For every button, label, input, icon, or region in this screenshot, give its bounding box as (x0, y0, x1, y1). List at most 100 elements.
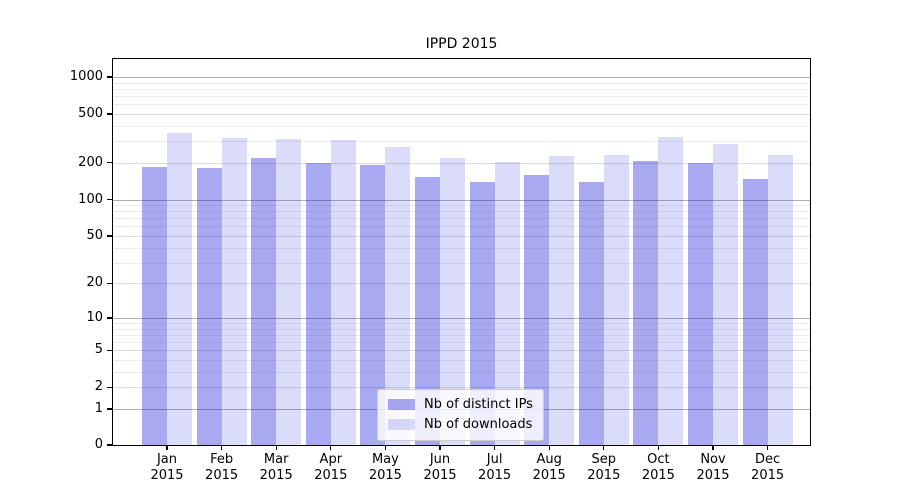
legend-item-distinct-ips: Nb of distinct IPs (388, 397, 533, 412)
x-tick-label: Nov 2015 (685, 452, 741, 484)
y-tick-label: 0 (94, 437, 103, 452)
gridline-mid (113, 387, 810, 389)
x-tick-label: Dec 2015 (740, 452, 796, 484)
x-tick-month: Apr (319, 452, 343, 467)
x-tick-year: 2015 (532, 468, 566, 483)
bar-downloads-mar (276, 139, 302, 445)
legend-label-downloads: Nb of downloads (424, 417, 533, 432)
x-tick-mark (275, 445, 277, 450)
bar-downloads-jan (167, 133, 192, 445)
bar-distinct-ips-mar (251, 158, 277, 445)
gridline-major (113, 317, 810, 319)
gridline-minor (113, 205, 810, 206)
bar-downloads-nov (713, 144, 738, 445)
y-tick-mark (107, 386, 113, 388)
y-tick-mark (107, 317, 113, 319)
y-tick-mark (107, 408, 113, 410)
x-tick-label: Feb 2015 (194, 452, 250, 484)
bar-distinct-ips-dec (742, 179, 768, 445)
gridline-minor (113, 247, 810, 249)
gridline-major (113, 76, 810, 78)
chart-title: IPPD 2015 (425, 36, 498, 52)
x-tick-mark (493, 445, 496, 450)
x-tick-mark (548, 445, 550, 450)
y-tick-mark (107, 444, 113, 446)
grid-layer (113, 59, 810, 445)
plot-area: Nb of distinct IPs Nb of downloads (112, 58, 811, 446)
x-tick-year: 2015 (150, 468, 184, 483)
y-tick-label: 10 (86, 309, 103, 325)
gridline-minor (113, 96, 810, 97)
x-tick-month: May (371, 452, 399, 467)
bar-distinct-ips-jan (142, 166, 167, 445)
x-tick-mark (712, 445, 714, 450)
x-tick-year: 2015 (641, 468, 675, 483)
bar-downloads-feb (221, 138, 247, 445)
bar-layer (113, 59, 810, 445)
gridline-mid (113, 350, 810, 352)
x-tick-mark (166, 445, 168, 450)
gridline-minor (113, 328, 810, 330)
x-tick-mark (603, 445, 605, 450)
gridline-minor (113, 141, 810, 143)
x-tick-label: Aug 2015 (521, 452, 577, 484)
bar-downloads-aug (549, 156, 575, 445)
x-tick-label: Jan 2015 (139, 452, 195, 484)
x-tick-mark (657, 445, 660, 450)
gridline-minor (113, 323, 810, 324)
y-tick-label: 1000 (69, 68, 103, 84)
gridline-mid (113, 162, 810, 164)
gridline-minor (113, 371, 810, 373)
bar-distinct-ips-apr (305, 163, 331, 445)
legend-swatch-downloads (388, 419, 415, 430)
x-tick-month: Sep (591, 452, 617, 467)
y-tick-label: 5 (94, 342, 103, 358)
x-tick-month: Dec (755, 452, 781, 467)
bar-downloads-apr (330, 139, 356, 445)
x-tick-label: May 2015 (357, 452, 413, 484)
y-tick-mark (107, 162, 113, 164)
legend-label-distinct-ips: Nb of distinct IPs (424, 397, 533, 412)
x-tick-month: Feb (210, 452, 234, 467)
x-tick-mark (220, 445, 223, 450)
x-tick-month: Jan (156, 452, 178, 467)
x-tick-label: Apr 2015 (303, 452, 359, 484)
gridline-minor (113, 334, 810, 336)
y-tick-label: 500 (78, 105, 103, 121)
x-tick-mark (330, 445, 332, 450)
x-tick-label: Jun 2015 (412, 452, 468, 484)
y-tick-label: 200 (78, 154, 103, 170)
bar-distinct-ips-sep (578, 182, 604, 445)
y-tick-mark (107, 282, 113, 285)
legend-item-downloads: Nb of downloads (388, 417, 533, 432)
gridline-minor (113, 360, 810, 361)
gridline-minor (113, 226, 810, 228)
bar-distinct-ips-feb (196, 168, 222, 445)
x-tick-year: 2015 (587, 468, 621, 483)
gridline-mid (113, 283, 810, 285)
x-tick-month: Nov (700, 452, 726, 467)
x-tick-month: Jul (486, 452, 503, 467)
gridline-minor (113, 125, 810, 127)
y-tick-mark (107, 349, 113, 351)
bar-downloads-dec (767, 154, 793, 445)
x-tick-label: Sep 2015 (576, 452, 632, 484)
gridline-major (113, 199, 810, 201)
x-tick-year: 2015 (205, 468, 239, 483)
y-tick-label: 100 (78, 191, 103, 207)
y-tick-mark (107, 76, 113, 78)
x-tick-month: Aug (536, 452, 562, 467)
bar-downloads-oct (658, 136, 684, 445)
gridline-minor (113, 88, 810, 90)
gridline-mid (113, 236, 810, 237)
x-tick-year: 2015 (314, 468, 348, 483)
x-tick-mark (439, 445, 441, 450)
x-tick-mark (384, 445, 387, 450)
gridline-mid (113, 113, 810, 115)
bar-distinct-ips-nov (688, 163, 713, 445)
x-tick-year: 2015 (696, 468, 730, 483)
legend-swatch-distinct-ips (388, 399, 415, 410)
y-tick-label: 1 (94, 401, 103, 416)
x-tick-year: 2015 (478, 468, 512, 483)
